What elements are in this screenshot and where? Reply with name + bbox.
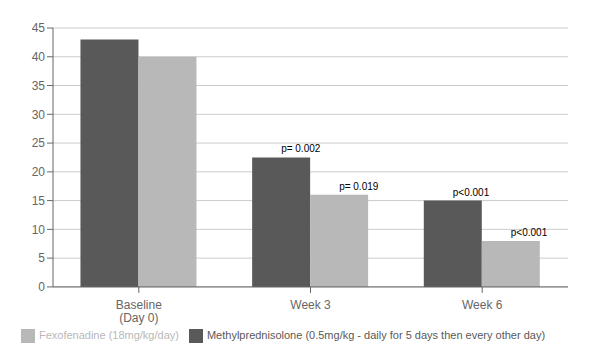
svg-text:15: 15 xyxy=(32,194,46,208)
svg-text:p<0.001: p<0.001 xyxy=(453,187,490,198)
svg-text:40: 40 xyxy=(32,50,46,64)
svg-text:Baseline(Day 0): Baseline(Day 0) xyxy=(116,298,162,326)
html-text:Fexofenadine (18mg/kg/day): Fexofenadine (18mg/kg/day) xyxy=(38,328,179,341)
svg-text:10: 10 xyxy=(32,223,46,237)
svg-text:Week 3: Week 3 xyxy=(290,298,331,312)
svg-text:30: 30 xyxy=(32,108,46,122)
svg-text:20: 20 xyxy=(32,165,46,179)
svg-text:35: 35 xyxy=(32,79,46,93)
svg-text:p<0.001: p<0.001 xyxy=(511,227,548,238)
svg-text:5: 5 xyxy=(38,251,45,265)
svg-text:45: 45 xyxy=(32,21,46,35)
svg-text:0: 0 xyxy=(38,280,45,294)
html-text:Methylprednisolone (0.5mg/kg -: Methylprednisolone (0.5mg/kg - daily for… xyxy=(207,328,546,341)
svg-text:p= 0.019: p= 0.019 xyxy=(339,181,379,192)
svg-text:p= 0.002: p= 0.002 xyxy=(281,143,321,154)
svg-text:Week 6: Week 6 xyxy=(462,298,503,312)
svg-text:25: 25 xyxy=(32,136,46,150)
